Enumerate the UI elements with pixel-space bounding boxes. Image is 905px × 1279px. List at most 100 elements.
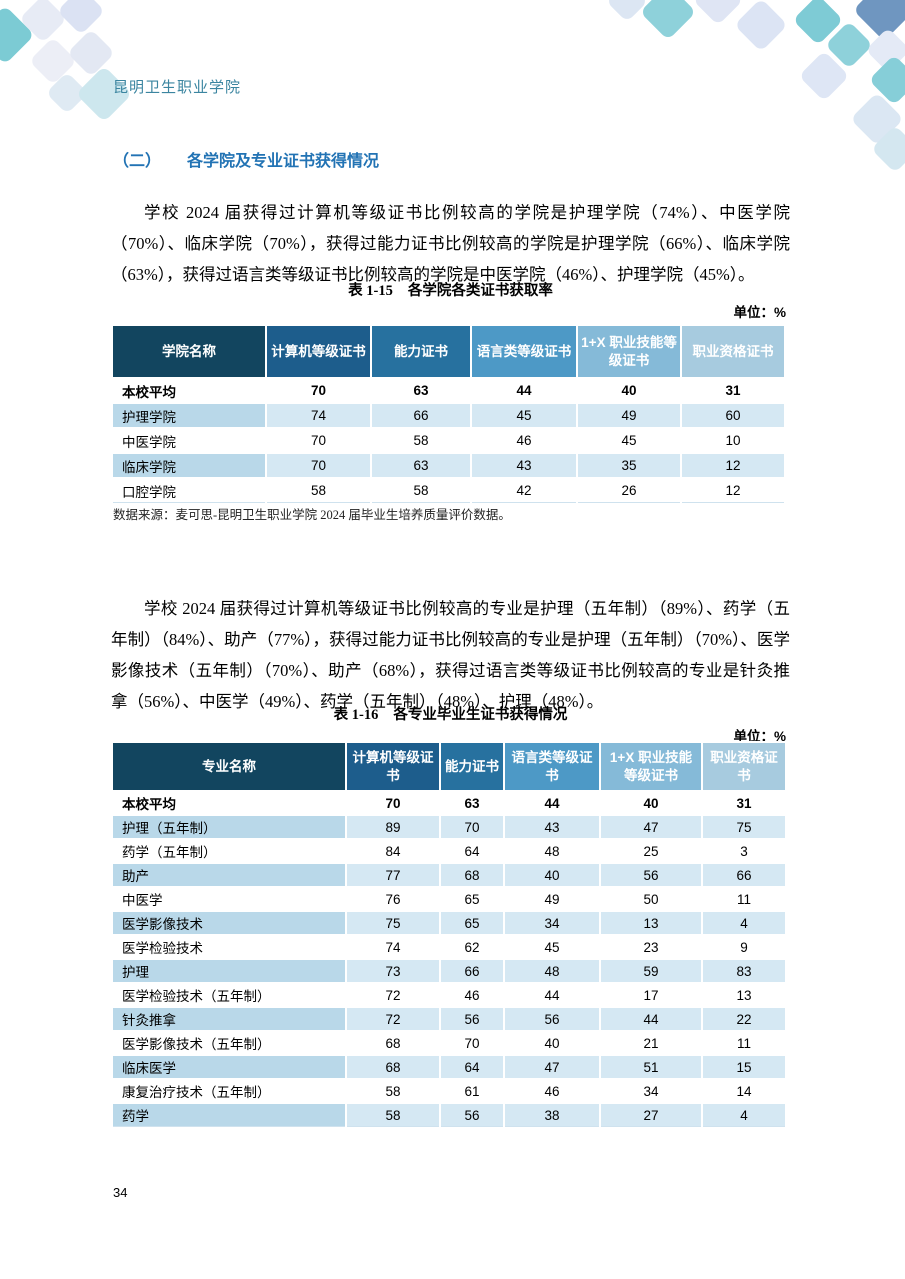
value-cell: 45 <box>578 429 680 452</box>
value-cell: 70 <box>267 379 370 402</box>
row-header-cell: 助产 <box>113 864 345 886</box>
data-source-note: 数据来源：麦可思-昆明卫生职业学院 2024 届毕业生培养质量评价数据。 <box>113 508 511 522</box>
table-caption-title: 各专业毕业生证书获得情况 <box>393 707 568 723</box>
value-cell: 49 <box>578 404 680 427</box>
row-header-cell: 护理 <box>113 960 345 982</box>
value-cell: 60 <box>682 404 784 427</box>
value-cell: 84 <box>347 840 439 862</box>
value-cell: 4 <box>703 1104 785 1127</box>
row-header-cell: 临床学院 <box>113 454 265 477</box>
row-header-cell: 中医学 <box>113 888 345 910</box>
value-cell: 48 <box>505 960 599 982</box>
value-cell: 64 <box>441 840 503 862</box>
column-header: 专业名称 <box>113 743 345 790</box>
section-heading-number: （二） <box>113 153 162 170</box>
value-cell: 63 <box>441 792 503 814</box>
table-row: 本校平均 70 63 44 40 31 <box>113 379 784 402</box>
table-1-15: 学院名称 计算机等级证书 能力证书 语言类等级证书 1+X 职业技能等级证书 职业资格证书… <box>111 324 786 505</box>
value-cell: 40 <box>578 379 680 402</box>
value-cell: 27 <box>601 1104 701 1127</box>
column-header: 1+X 职业技能等级证书 <box>578 326 680 377</box>
value-cell: 43 <box>472 454 576 477</box>
value-cell: 13 <box>601 912 701 934</box>
table-1-15-unit-label: 单位：% <box>733 305 786 320</box>
value-cell: 13 <box>703 984 785 1006</box>
value-cell: 22 <box>703 1008 785 1030</box>
value-cell: 77 <box>347 864 439 886</box>
value-cell: 35 <box>578 454 680 477</box>
row-header-cell: 医学影像技术（五年制） <box>113 1032 345 1054</box>
value-cell: 58 <box>372 479 470 503</box>
value-cell: 47 <box>505 1056 599 1078</box>
value-cell: 45 <box>505 936 599 958</box>
page-number: 34 <box>113 1185 128 1200</box>
value-cell: 40 <box>601 792 701 814</box>
table-row: 针灸推拿 72 56 56 44 22 <box>113 1008 785 1030</box>
value-cell: 17 <box>601 984 701 1006</box>
paragraph-colleges: 学校 2024 届获得过计算机等级证书比例较高的学院是护理学院（74%）、中医学… <box>111 202 790 284</box>
value-cell: 21 <box>601 1032 701 1054</box>
value-cell: 75 <box>347 912 439 934</box>
value-cell: 68 <box>347 1056 439 1078</box>
value-cell: 43 <box>505 816 599 838</box>
section-heading: （二） 各学院及专业证书获得情况 <box>113 147 379 171</box>
value-cell: 23 <box>601 936 701 958</box>
value-cell: 14 <box>703 1080 785 1102</box>
table-row: 口腔学院 58 58 42 26 12 <box>113 479 784 503</box>
table-1-16: 专业名称 计算机等级证书 能力证书 语言类等级证书 1+X 职业技能等级证书 职业资格证书… <box>111 741 787 1129</box>
column-header: 能力证书 <box>372 326 470 377</box>
decorative-diamond <box>639 0 697 41</box>
row-header-cell: 临床医学 <box>113 1056 345 1078</box>
table-row: 中医学 76 65 49 50 11 <box>113 888 785 910</box>
value-cell: 9 <box>703 936 785 958</box>
value-cell: 4 <box>703 912 785 934</box>
value-cell: 61 <box>441 1080 503 1102</box>
value-cell: 56 <box>505 1008 599 1030</box>
table-row: 医学影像技术（五年制） 68 70 40 21 11 <box>113 1032 785 1054</box>
table-row: 医学影像技术 75 65 34 13 4 <box>113 912 785 934</box>
value-cell: 66 <box>372 404 470 427</box>
table-1-15-caption: 表 1-15 各学院各类证书获取率 <box>111 279 790 300</box>
value-cell: 64 <box>441 1056 503 1078</box>
value-cell: 72 <box>347 984 439 1006</box>
table-row: 医学检验技术（五年制） 72 46 44 17 13 <box>113 984 785 1006</box>
table-row: 康复治疗技术（五年制） 58 61 46 34 14 <box>113 1080 785 1102</box>
row-header-cell: 中医学院 <box>113 429 265 452</box>
table-1-16-unit-label: 单位：% <box>733 729 786 744</box>
column-header: 职业资格证书 <box>682 326 784 377</box>
value-cell: 49 <box>505 888 599 910</box>
value-cell: 50 <box>601 888 701 910</box>
row-header-cell: 口腔学院 <box>113 479 265 503</box>
value-cell: 31 <box>703 792 785 814</box>
table-row: 医学检验技术 74 62 45 23 9 <box>113 936 785 958</box>
row-header-cell: 医学检验技术 <box>113 936 345 958</box>
value-cell: 45 <box>472 404 576 427</box>
value-cell: 89 <box>347 816 439 838</box>
value-cell: 12 <box>682 479 784 503</box>
value-cell: 11 <box>703 888 785 910</box>
decorative-diamond <box>734 0 788 52</box>
value-cell: 66 <box>703 864 785 886</box>
decorative-diamond <box>56 0 106 36</box>
row-header-cell: 医学检验技术（五年制） <box>113 984 345 1006</box>
column-header: 1+X 职业技能等级证书 <box>601 743 701 790</box>
table-row: 护理学院 74 66 45 49 60 <box>113 404 784 427</box>
value-cell: 56 <box>441 1008 503 1030</box>
value-cell: 75 <box>703 816 785 838</box>
value-cell: 25 <box>601 840 701 862</box>
value-cell: 34 <box>601 1080 701 1102</box>
value-cell: 70 <box>267 429 370 452</box>
value-cell: 40 <box>505 864 599 886</box>
value-cell: 48 <box>505 840 599 862</box>
column-header: 计算机等级证书 <box>347 743 439 790</box>
value-cell: 3 <box>703 840 785 862</box>
value-cell: 38 <box>505 1104 599 1127</box>
table-row: 药学（五年制） 84 64 48 25 3 <box>113 840 785 862</box>
value-cell: 65 <box>441 912 503 934</box>
table-header-row: 学院名称 计算机等级证书 能力证书 语言类等级证书 1+X 职业技能等级证书 职业资格证书 <box>113 326 784 377</box>
value-cell: 59 <box>601 960 701 982</box>
value-cell: 58 <box>267 479 370 503</box>
value-cell: 44 <box>505 792 599 814</box>
value-cell: 58 <box>347 1080 439 1102</box>
